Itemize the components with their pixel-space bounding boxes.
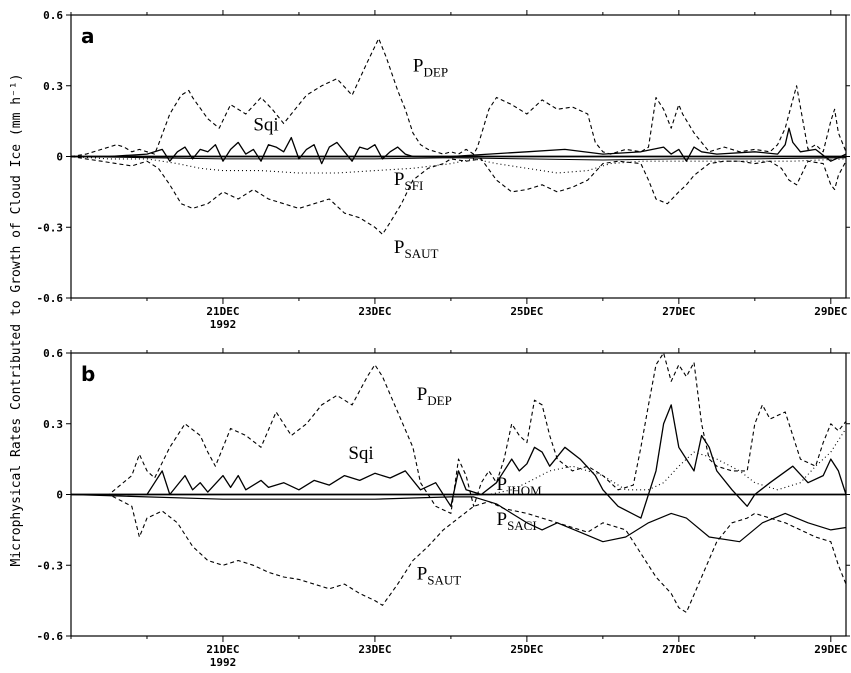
series-sqi-line: [71, 127, 847, 165]
x-tick-label: 21DEC: [206, 643, 239, 656]
series-annotation: PSFI: [394, 169, 423, 193]
x-tick-label: 29DEC: [814, 305, 847, 318]
series-annotation: PIHOM: [496, 474, 542, 498]
panel-b-lines: [70, 352, 847, 613]
series-p-dep-line: [70, 38, 847, 158]
y-tick-label: -0.3: [37, 221, 64, 234]
panel-b-letter: b: [81, 362, 95, 386]
series-sqi-line: [71, 404, 847, 519]
y-tick-label: 0: [56, 151, 63, 164]
y-axis-label: Microphysical Rates Contributed to Growt…: [9, 73, 24, 566]
series-annotation: PDEP: [417, 384, 452, 408]
series-p-saut-line: [70, 155, 847, 235]
x-tick-year-label: 1992: [210, 656, 237, 669]
series-annotation: PSAUT: [394, 237, 439, 261]
x-tick-label: 23DEC: [358, 643, 391, 656]
series-annotation: Sqi: [348, 443, 373, 464]
y-tick-label: 0: [56, 489, 63, 502]
x-tick-year-label: 1992: [210, 318, 237, 331]
series-p-dep-line: [71, 352, 847, 514]
x-tick-label: 29DEC: [814, 643, 847, 656]
series-annotation: PSAUT: [417, 563, 462, 587]
y-tick-label: -0.3: [37, 559, 64, 572]
x-tick-label: 27DEC: [662, 643, 695, 656]
panel-a-lines: [70, 38, 847, 235]
y-tick-label: 0.6: [43, 9, 63, 22]
panel-b-annotations: PDEP Sqi PIHOM PSACI PSAUT: [348, 384, 542, 587]
y-tick-label: -0.6: [37, 292, 64, 305]
series-p-saci-line: [70, 493, 847, 543]
series-p-saut-line: [71, 493, 847, 613]
y-tick-label: 0.3: [43, 80, 63, 93]
series-sqi-smooth-line: [70, 156, 847, 161]
panel-a-letter: a: [81, 24, 95, 48]
x-tick-label: 25DEC: [510, 305, 543, 318]
x-tick-label: 23DEC: [358, 305, 391, 318]
y-tick-label: -0.6: [37, 630, 64, 643]
x-tick-label: 27DEC: [662, 305, 695, 318]
series-annotation: PSACI: [496, 509, 536, 533]
x-tick-label: 25DEC: [510, 643, 543, 656]
x-tick-label: 21DEC: [206, 305, 239, 318]
y-tick-label: 0.3: [43, 418, 63, 431]
y-tick-label: 0.6: [43, 347, 63, 360]
series-annotation: Sqi: [253, 115, 278, 136]
series-annotation: PDEP: [413, 56, 448, 80]
series-p-ihom-line: [71, 428, 847, 496]
